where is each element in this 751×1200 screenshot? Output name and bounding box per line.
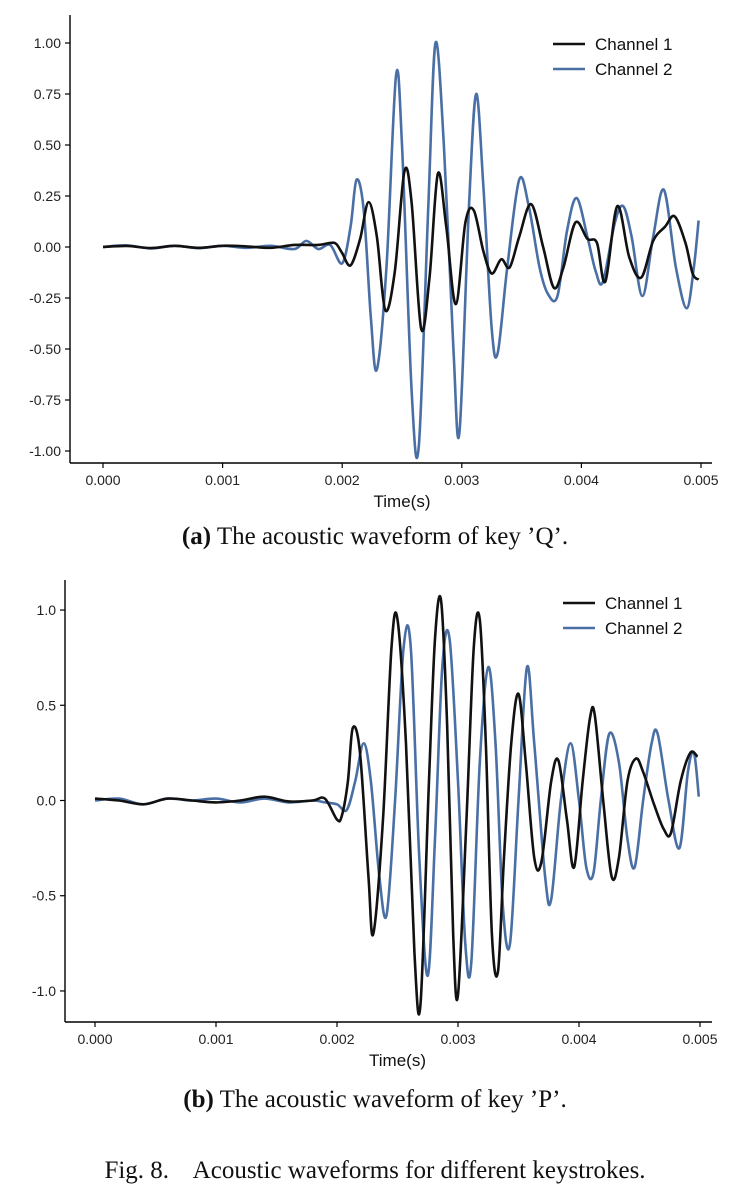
y-tick-label: -1.00: [29, 443, 61, 459]
x-tick-label: 0.001: [198, 1031, 233, 1047]
series-line-channel-1: [94, 594, 699, 1016]
x-tick-label: 0.004: [564, 472, 599, 488]
y-tick-label: 0.25: [34, 188, 61, 204]
y-tick-label: -0.25: [29, 290, 61, 306]
legend-label-channel-2: Channel 2: [595, 60, 673, 79]
x-tick-label: 0.005: [683, 472, 718, 488]
caption-a-text: The acoustic waveform of key ’Q’.: [211, 523, 568, 550]
chart-panel-b: 1.0 0.5 0.0 -0.5 -1.0 0.000 0.001 0.002 0.003 0.0…: [32, 580, 718, 1070]
y-tick-label: -0.50: [29, 341, 61, 357]
series-line-channel-1: [102, 166, 700, 333]
x-tick-label: 0.000: [85, 472, 120, 488]
x-tick-label: 0.004: [561, 1031, 596, 1047]
y-tick-label: 0.5: [37, 697, 57, 713]
caption-b: (b) The acoustic waveform of key ’P’.: [183, 1086, 566, 1113]
y-tick-label: 0.0: [37, 793, 57, 809]
y-tick-label: -0.75: [29, 392, 61, 408]
x-axis-title: Time(s): [374, 492, 431, 511]
x-tick-label: 0.003: [440, 1031, 475, 1047]
legend-label-channel-2: Channel 2: [605, 619, 683, 638]
y-tick-label: 0.75: [34, 86, 61, 102]
series-line-channel-2: [94, 624, 701, 979]
y-tick-label: -1.0: [32, 983, 56, 999]
caption-a-prefix: (a): [182, 523, 211, 550]
x-tick-label: 0.002: [319, 1031, 354, 1047]
caption-b-text: The acoustic waveform of key ’P’.: [214, 1086, 567, 1113]
chart-panel-a: 1.00 0.75 0.50 0.25 0.00 -0.25 -0.50 -0.75 -1.00…: [29, 15, 719, 511]
x-axis-title: Time(s): [369, 1051, 426, 1070]
legend-label-channel-1: Channel 1: [595, 35, 673, 54]
y-tick-label: 0.00: [34, 239, 61, 255]
y-tick-label: 0.50: [34, 137, 61, 153]
caption-b-prefix: (b): [183, 1086, 214, 1113]
legend-label-channel-1: Channel 1: [605, 594, 683, 613]
x-tick-label: 0.003: [444, 472, 479, 488]
x-tick-label: 0.005: [682, 1031, 717, 1047]
x-tick-label: 0.001: [205, 472, 240, 488]
y-tick-label: 1.0: [37, 602, 57, 618]
y-tick-label: 1.00: [34, 35, 61, 51]
x-tick-label: 0.000: [77, 1031, 112, 1047]
x-tick-label: 0.002: [325, 472, 360, 488]
caption-a: (a) The acoustic waveform of key ’Q’.: [182, 523, 568, 550]
figure-caption: Fig. 8. Acoustic waveforms for different…: [104, 1157, 645, 1184]
y-tick-label: -0.5: [32, 888, 56, 904]
